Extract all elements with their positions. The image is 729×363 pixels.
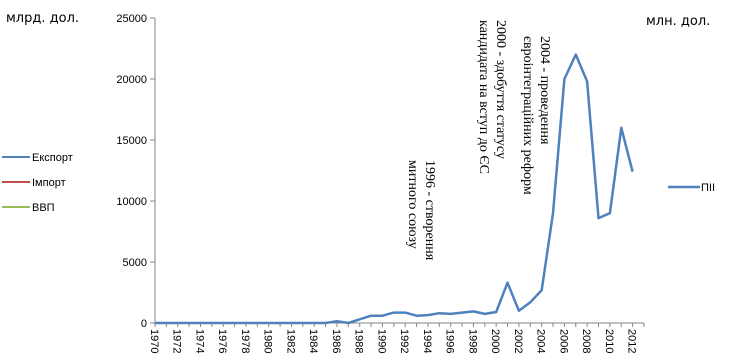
legend-label: Імпорт bbox=[32, 177, 66, 189]
legend-label: ВВП bbox=[32, 202, 55, 214]
y-tick-label: 0 bbox=[141, 318, 147, 330]
legend-label: ПІІ bbox=[701, 182, 715, 194]
x-tick-label: 1982 bbox=[284, 329, 296, 353]
series-line-3 bbox=[155, 53, 634, 325]
y-tick-label: 25000 bbox=[116, 13, 147, 25]
x-tick-label: 2004 bbox=[535, 329, 547, 353]
y-tick-label: 5000 bbox=[123, 257, 147, 269]
x-tick-label: 1980 bbox=[262, 329, 274, 353]
legend-right: ПІІ bbox=[668, 182, 715, 194]
left-axis-unit: млрд. дол. bbox=[6, 11, 79, 26]
x-tick-label: 1994 bbox=[421, 329, 433, 353]
x-tick-label: 1976 bbox=[216, 329, 228, 353]
x-tick-label: 1992 bbox=[398, 329, 410, 353]
y-tick-label: 10000 bbox=[116, 196, 147, 208]
x-tick-label: 2006 bbox=[557, 329, 569, 353]
series-lines bbox=[155, 53, 634, 325]
x-tick-label: 1974 bbox=[193, 329, 205, 353]
annotation-text: 2000 - здобуття статусу bbox=[493, 20, 508, 159]
right-axis-unit: млн. дол. bbox=[646, 14, 710, 29]
x-tick-label: 1990 bbox=[375, 329, 387, 353]
legend-label: Експорт bbox=[32, 152, 73, 164]
x-tick-label: 2010 bbox=[603, 329, 615, 353]
annotation-text: євроінтеграційних реформ bbox=[520, 36, 535, 195]
annotation-text: кандидата на вступ до ЄС bbox=[476, 20, 491, 174]
x-tick-label: 1984 bbox=[307, 329, 319, 353]
x-tick-label: 1972 bbox=[171, 329, 183, 353]
x-tick-label: 2008 bbox=[580, 329, 592, 353]
y-tick-label: 15000 bbox=[116, 135, 147, 147]
y-axis-ticks: 0 5000 10000 15000 20000 25000 bbox=[116, 13, 155, 330]
x-tick-label: 2012 bbox=[626, 329, 638, 353]
x-tick-label: 2000 bbox=[489, 329, 501, 353]
x-tick-label: 1988 bbox=[353, 329, 365, 353]
annotation-text: 2004 - проведення bbox=[537, 36, 552, 145]
x-tick-label: 2002 bbox=[512, 329, 524, 353]
x-tick-label: 1970 bbox=[148, 329, 160, 353]
x-tick-label: 1996 bbox=[444, 329, 456, 353]
x-tick-label: 1978 bbox=[239, 329, 251, 353]
x-tick-label: 1986 bbox=[330, 329, 342, 353]
annotation-text: 1996 - створення bbox=[422, 160, 437, 261]
annotation-text: митного союзу bbox=[405, 160, 420, 249]
legend-left: Експорт Імпорт ВВП bbox=[2, 152, 73, 214]
x-tick-label: 1998 bbox=[466, 329, 478, 353]
y-tick-label: 20000 bbox=[116, 74, 147, 86]
x-axis-ticks: 1970 1972 1974 1976 1978 1980 1982 1984 1986 1988… bbox=[148, 323, 645, 353]
